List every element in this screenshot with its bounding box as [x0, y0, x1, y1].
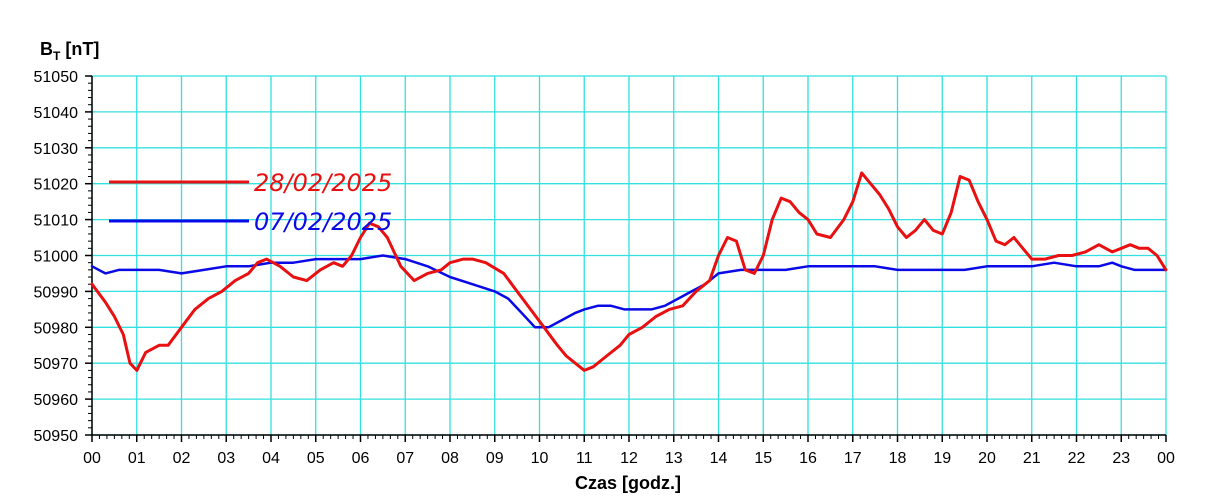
x-tick-label: 23 [1112, 450, 1130, 467]
x-tick-label: 18 [889, 450, 907, 467]
x-tick-label: 08 [441, 450, 459, 467]
y-tick-labels: 50950 50960 50970 50980 50990 51000 51010 51020… [34, 69, 79, 445]
x-tick-label: 20 [978, 450, 996, 467]
y-tick-label: 50990 [34, 284, 79, 301]
x-tick-label: 02 [173, 450, 191, 467]
series-line-2 [90, 254, 1168, 329]
x-tick-label: 22 [1068, 450, 1086, 467]
x-tick-label: 14 [710, 450, 728, 467]
series-lines [90, 171, 1168, 372]
y-tick-label: 51010 [34, 213, 79, 230]
x-tick-label: 15 [754, 450, 772, 467]
x-tick-label: 03 [217, 450, 235, 467]
x-tick-label: 19 [933, 450, 951, 467]
axis-ticks [85, 75, 1167, 442]
y-tick-label: 50960 [34, 392, 79, 409]
x-axis-title: Czas [godz.] [575, 473, 681, 493]
y-tick-label: 50980 [34, 320, 79, 337]
y-axis-title: BT [nT] [40, 39, 99, 63]
x-tick-label: 00 [83, 450, 101, 467]
y-tick-label: 51030 [34, 141, 79, 158]
x-tick-label: 21 [1023, 450, 1041, 467]
x-tick-label: 07 [396, 450, 414, 467]
x-tick-label: 05 [307, 450, 325, 467]
x-tick-label: 09 [486, 450, 504, 467]
x-tick-label: 04 [262, 450, 280, 467]
x-tick-label: 10 [531, 450, 549, 467]
y-tick-label: 51040 [34, 105, 79, 122]
legend: 28/02/2025 07/02/2025 [109, 169, 392, 236]
x-tick-label: 01 [128, 450, 146, 467]
x-tick-label: 12 [620, 450, 638, 467]
x-tick-labels: 00 01 02 03 04 05 06 07 08 09 10 11 12 13 14 15 16 17 18 19… [83, 450, 1175, 467]
y-tick-label: 50970 [34, 356, 79, 373]
grid-lines [91, 75, 1167, 436]
x-tick-label: 17 [844, 450, 862, 467]
x-tick-label: 11 [576, 450, 593, 467]
x-tick-label: 16 [799, 450, 817, 467]
y-tick-label: 50950 [34, 428, 79, 445]
y-tick-label: 51000 [34, 249, 79, 266]
x-tick-label: 06 [352, 450, 370, 467]
series-line-1 [90, 171, 1168, 372]
x-tick-label: 00 [1157, 450, 1175, 467]
y-tick-label: 51020 [34, 177, 79, 194]
legend-label-2: 07/02/2025 [254, 208, 392, 236]
legend-label-1: 28/02/2025 [254, 169, 392, 197]
x-tick-label: 13 [665, 450, 683, 467]
y-tick-label: 51050 [34, 69, 79, 86]
